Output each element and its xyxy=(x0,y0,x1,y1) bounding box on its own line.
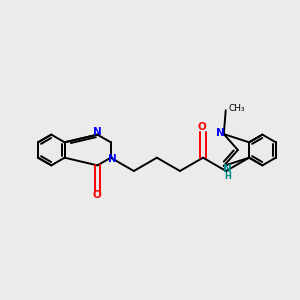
Text: N: N xyxy=(93,127,102,137)
Text: N: N xyxy=(216,128,224,139)
Text: H: H xyxy=(224,172,231,181)
Text: CH₃: CH₃ xyxy=(229,104,245,113)
Text: N: N xyxy=(108,154,117,164)
Text: O: O xyxy=(92,190,101,200)
Text: N: N xyxy=(223,164,232,174)
Text: O: O xyxy=(198,122,207,132)
